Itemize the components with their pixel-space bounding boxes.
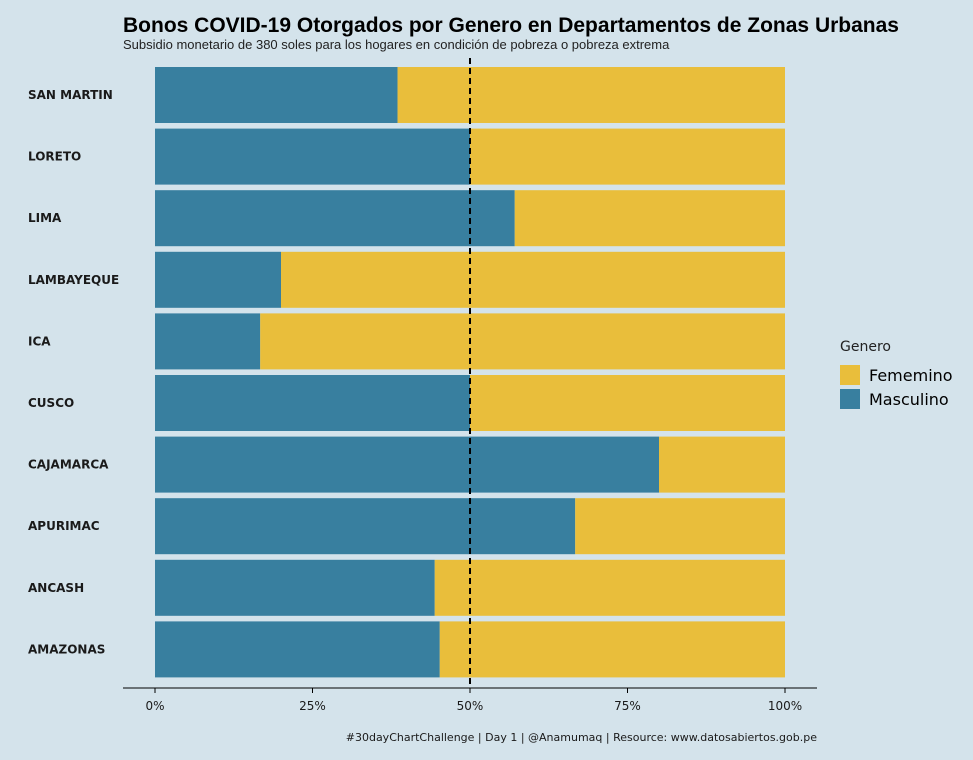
bar-cusco-fememino: [470, 375, 785, 431]
bar-amazonas-masculino: [155, 621, 440, 678]
bar-cusco-masculino: [155, 375, 470, 431]
chart-subtitle: Subsidio monetario de 380 soles para los…: [123, 37, 670, 52]
legend-label-fememino: Fememino: [869, 365, 953, 385]
category-label-cajamarca: CAJAMARCA: [28, 458, 109, 472]
bar-loreto-fememino: [470, 128, 785, 185]
legend-swatch-masculino: [840, 389, 860, 409]
chart-title: Bonos COVID-19 Otorgados por Genero en D…: [123, 14, 899, 37]
bar-apurimac-fememino: [575, 498, 785, 555]
bar-san-martin-masculino: [155, 67, 398, 123]
category-label-lambayeque: LAMBAYEQUE: [28, 273, 119, 287]
bar-lambayeque-masculino: [155, 251, 281, 308]
category-label-lima: LIMA: [28, 211, 62, 225]
category-label-san-martin: SAN MARTIN: [28, 88, 113, 102]
bar-loreto-masculino: [155, 128, 470, 185]
bar-ancash-masculino: [155, 559, 435, 616]
x-tick-label-1: 25%: [299, 699, 326, 713]
category-label-ancash: ANCASH: [28, 581, 84, 595]
legend-item-masculino: Masculino: [840, 387, 953, 411]
bar-apurimac-masculino: [155, 498, 576, 555]
category-label-cusco: CUSCO: [28, 396, 74, 410]
category-label-loreto: LORETO: [28, 150, 81, 164]
bar-lambayeque-fememino: [281, 251, 785, 308]
x-tick-label-3: 75%: [614, 699, 641, 713]
bar-ica-masculino: [155, 313, 261, 370]
category-label-apurimac: APURIMAC: [28, 519, 100, 533]
bar-ancash-fememino: [434, 559, 785, 616]
chart-caption: #30dayChartChallenge | Day 1 | @Anamumaq…: [345, 731, 817, 744]
bar-lima-masculino: [155, 190, 515, 247]
legend: Genero Fememino Masculino: [840, 339, 953, 411]
bar-cajamarca-fememino: [659, 436, 785, 493]
bar-ica-fememino: [260, 313, 786, 370]
x-tick-label-0: 0%: [145, 699, 164, 713]
legend-swatch-fememino: [840, 365, 860, 385]
legend-title: Genero: [840, 339, 891, 355]
bar-san-martin-fememino: [397, 67, 785, 123]
category-label-amazonas: AMAZONAS: [28, 642, 105, 656]
bar-amazonas-fememino: [439, 621, 785, 678]
legend-item-fememino: Fememino: [840, 363, 953, 387]
legend-label-masculino: Masculino: [869, 389, 949, 409]
x-tick-label-2: 50%: [457, 699, 484, 713]
bar-lima-fememino: [514, 190, 785, 247]
category-label-ica: ICA: [28, 334, 51, 348]
bar-cajamarca-masculino: [155, 436, 659, 493]
x-tick-label-4: 100%: [768, 699, 802, 713]
